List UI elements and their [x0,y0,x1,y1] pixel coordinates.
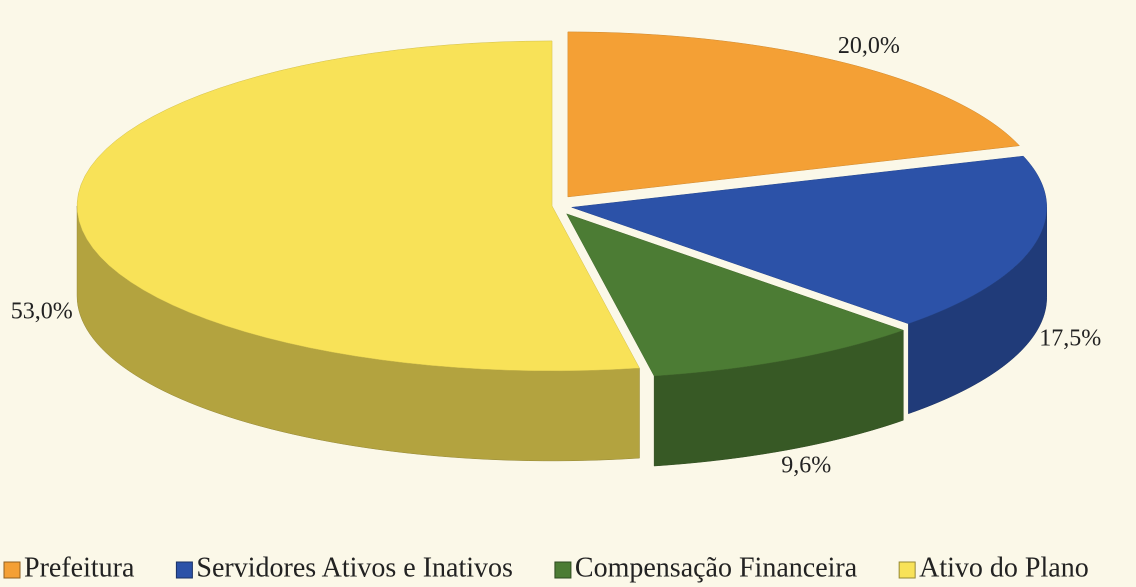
legend-swatch [554,561,572,579]
data-label: 17,5% [1039,326,1101,352]
data-label: 53,0% [11,299,73,325]
legend-label: Compensação Financeira [575,552,858,583]
legend-label: Prefeitura [24,552,135,583]
legend-label: Ativo do Plano [919,552,1089,583]
data-label: 20,0% [838,33,900,59]
slice [571,155,1047,324]
legend-swatch [898,561,916,579]
slice [76,40,640,372]
slice [566,213,905,377]
slice [567,31,1020,198]
legend-swatch [3,561,21,579]
legend-label: Servidores Ativos e Inativos [196,552,513,583]
data-label: 9,6% [781,453,831,479]
legend-swatch [175,561,193,579]
